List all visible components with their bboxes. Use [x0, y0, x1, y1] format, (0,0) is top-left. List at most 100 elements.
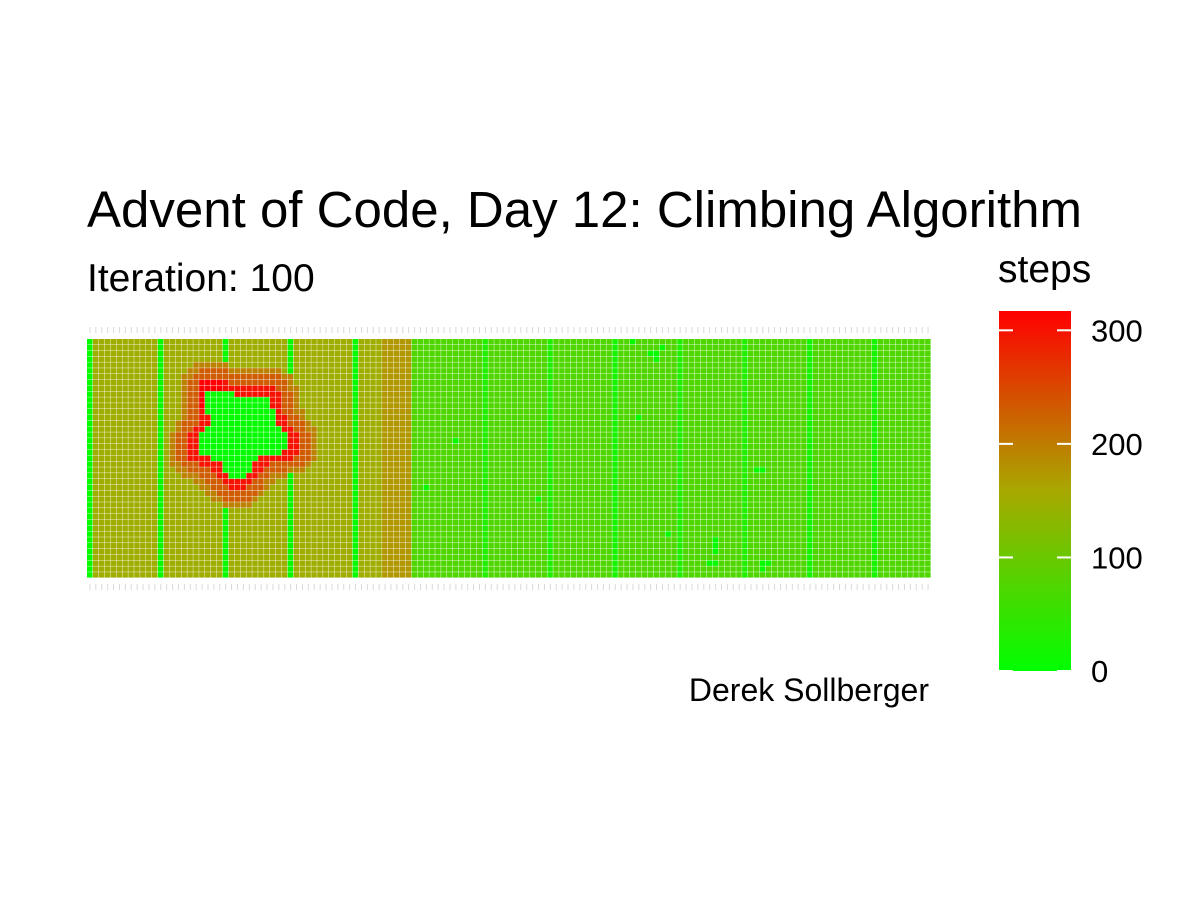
heatmap-cell: [517, 478, 524, 485]
heatmap-cell: [700, 414, 707, 421]
heatmap-cell: [458, 519, 465, 526]
heatmap-cell: [759, 508, 766, 514]
heatmap-cell: [570, 502, 577, 508]
heatmap-cell: [423, 531, 429, 537]
heatmap-cell: [641, 473, 648, 479]
heatmap-cell: [447, 525, 453, 531]
heatmap-cell: [216, 449, 223, 456]
heatmap-cell: [848, 508, 854, 514]
heatmap-cell: [771, 473, 778, 479]
heatmap-cell: [618, 385, 624, 392]
heatmap-cell: [98, 461, 105, 467]
heatmap-cell: [205, 519, 211, 526]
heatmap-cell: [653, 391, 660, 397]
heatmap-cell: [606, 461, 612, 467]
heatmap-cell: [417, 490, 424, 496]
heatmap-cell: [600, 403, 606, 409]
heatmap-cell: [228, 531, 235, 537]
heatmap-cell: [883, 467, 890, 473]
heatmap-cell: [370, 397, 376, 403]
heatmap-cell: [399, 391, 406, 397]
heatmap-cell: [730, 455, 736, 462]
heatmap-cell: [500, 473, 506, 479]
heatmap-cell: [246, 344, 252, 351]
heatmap-cell: [818, 373, 825, 380]
heatmap-cell: [169, 513, 176, 520]
heatmap-cell: [417, 368, 424, 374]
heatmap-cell: [364, 432, 370, 438]
heatmap-cell: [187, 344, 193, 351]
heatmap-cell: [871, 339, 878, 345]
heatmap-cell: [452, 519, 459, 526]
heatmap-cell: [193, 461, 199, 467]
heatmap-cell: [759, 385, 766, 392]
heatmap-cell: [370, 531, 376, 537]
heatmap-cell: [600, 426, 606, 432]
heatmap-cell: [570, 432, 577, 438]
heatmap-cell: [612, 368, 618, 374]
heatmap-cell: [830, 513, 837, 520]
heatmap-cell: [470, 484, 477, 491]
heatmap-cell: [405, 356, 412, 362]
heatmap-cell: [706, 379, 713, 386]
heatmap-cell: [193, 408, 199, 415]
heatmap-cell: [376, 368, 382, 374]
heatmap-cell: [323, 467, 329, 473]
heatmap-cell: [706, 432, 713, 438]
heatmap-cell: [134, 397, 140, 403]
heatmap-cell: [228, 461, 235, 467]
heatmap-cell: [812, 379, 819, 386]
heatmap-cell: [411, 525, 418, 531]
heatmap-cell: [181, 408, 187, 415]
heatmap-cell: [913, 496, 919, 502]
heatmap-cell: [541, 525, 547, 531]
heatmap-cell: [742, 473, 748, 479]
heatmap-cell: [500, 373, 506, 380]
heatmap-cell: [529, 344, 536, 351]
heatmap-cell: [417, 362, 424, 368]
heatmap-cell: [494, 484, 500, 491]
heatmap-cell: [216, 339, 223, 345]
heatmap-cell: [258, 408, 264, 415]
heatmap-cell: [234, 339, 241, 345]
heatmap-cell: [765, 344, 772, 351]
heatmap-cell: [210, 525, 217, 531]
heatmap-cell: [287, 496, 294, 502]
heatmap-cell: [830, 443, 837, 450]
heatmap-cell: [541, 519, 547, 526]
heatmap-cell: [299, 490, 305, 496]
heatmap-cell: [376, 344, 382, 351]
heatmap-cell: [494, 356, 500, 362]
heatmap-cell: [629, 502, 636, 508]
heatmap-cell: [134, 525, 140, 531]
heatmap-cell: [635, 502, 642, 508]
heatmap-cell: [877, 362, 884, 368]
heatmap-cell: [464, 426, 471, 432]
heatmap-cell: [293, 414, 300, 421]
heatmap-cell: [376, 350, 382, 357]
heatmap-cell: [925, 490, 931, 496]
heatmap-cell: [565, 339, 571, 345]
heatmap-cell: [659, 356, 665, 362]
heatmap-cell: [175, 373, 182, 380]
heatmap-cell: [712, 484, 719, 491]
heatmap-cell: [576, 513, 583, 520]
heatmap-cell: [553, 519, 559, 526]
heatmap-cell: [665, 350, 671, 357]
heatmap-cell: [889, 467, 896, 473]
heatmap-cell: [641, 438, 648, 444]
heatmap-cell: [736, 385, 742, 392]
heatmap-cell: [234, 531, 241, 537]
heatmap-cell: [565, 385, 571, 392]
heatmap-cell: [352, 385, 359, 392]
heatmap-cell: [157, 344, 164, 351]
heatmap-cell: [901, 478, 907, 485]
heatmap-cell: [789, 403, 795, 409]
heatmap-cell: [293, 496, 300, 502]
heatmap-cell: [570, 443, 577, 450]
heatmap-cell: [358, 368, 364, 374]
heatmap-cell: [718, 356, 725, 362]
heatmap-cell: [328, 478, 335, 485]
heatmap-cell: [771, 490, 778, 496]
heatmap-cell: [659, 473, 665, 479]
